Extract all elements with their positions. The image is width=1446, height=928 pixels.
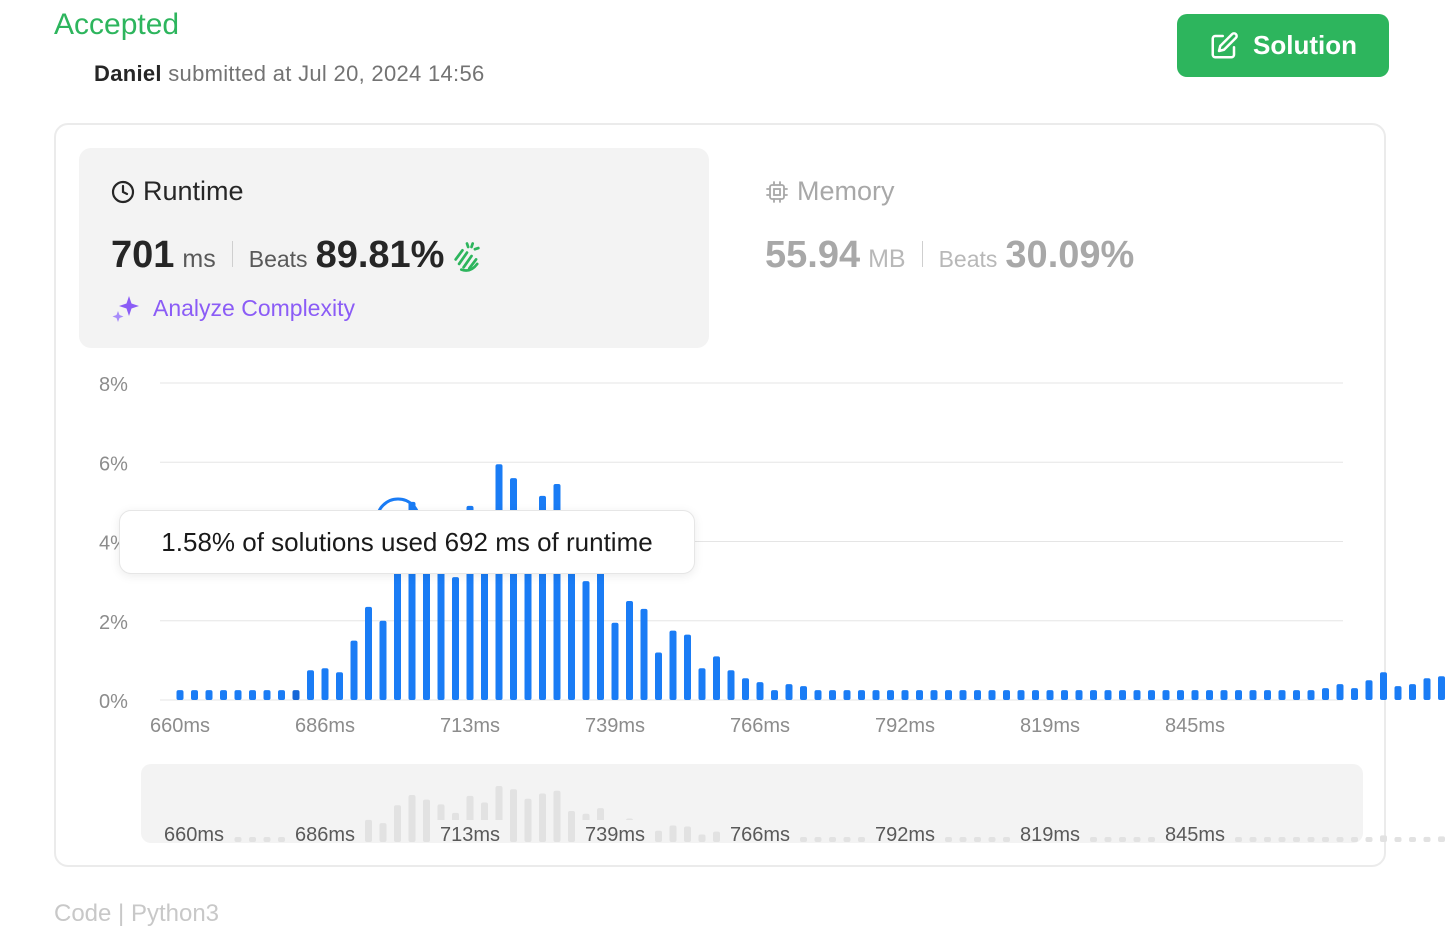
range-bar (1438, 836, 1445, 842)
runtime-beats-value: 89.81% (316, 234, 445, 277)
submission-info: Daniel submitted at Jul 20, 2024 14:56 (94, 61, 485, 87)
clock-icon (111, 180, 135, 204)
clap-hands-icon (450, 239, 484, 273)
memory-beats-value: 30.09% (1005, 234, 1134, 277)
range-bar (1409, 837, 1416, 842)
memory-header[interactable]: Memory (765, 176, 895, 207)
range-bar (1424, 837, 1431, 842)
code-language-tab[interactable]: Code | Python3 (54, 900, 219, 928)
edit-icon (1209, 31, 1239, 61)
range-bar (1395, 837, 1402, 842)
bar (1409, 684, 1416, 700)
runtime-unit: ms (182, 245, 215, 274)
runtime-stat: 701 ms Beats 89.81% (111, 234, 484, 277)
chart-tooltip: 1.58% of solutions used 692 ms of runtim… (119, 510, 695, 574)
runtime-header: Runtime (111, 176, 244, 207)
bar (1424, 678, 1431, 700)
memory-title: Memory (797, 176, 895, 207)
submission-status: Accepted (54, 8, 179, 42)
memory-beats-label: Beats (939, 246, 998, 273)
sparkle-icon (111, 293, 141, 323)
memory-value: 55.94 (765, 234, 860, 277)
bar (1395, 686, 1402, 700)
analyze-complexity-label: Analyze Complexity (153, 295, 355, 322)
solution-button-label: Solution (1253, 30, 1357, 61)
divider (232, 241, 233, 267)
submitted-time: submitted at Jul 20, 2024 14:56 (168, 61, 484, 86)
runtime-beats-label: Beats (249, 246, 308, 273)
runtime-value: 701 (111, 234, 174, 277)
user-name[interactable]: Daniel (94, 61, 162, 86)
bar (1438, 676, 1445, 700)
memory-stat: 55.94 MB Beats 30.09% (765, 234, 1134, 277)
solution-button[interactable]: Solution (1177, 14, 1389, 77)
memory-unit: MB (868, 245, 906, 274)
chip-icon (765, 180, 789, 204)
divider (922, 241, 923, 267)
runtime-title: Runtime (143, 176, 244, 207)
analyze-complexity-button[interactable]: Analyze Complexity (111, 293, 355, 323)
